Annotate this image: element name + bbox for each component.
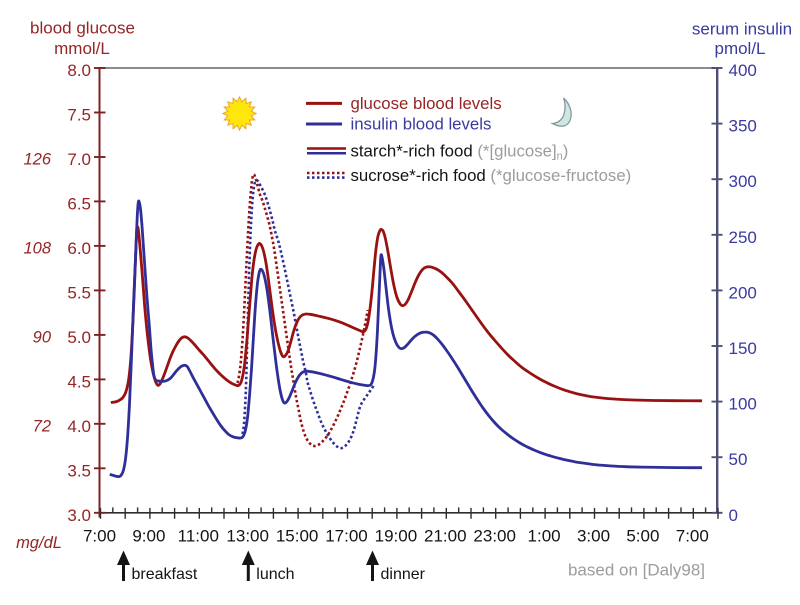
svg-text:serum insulin: serum insulin bbox=[692, 20, 792, 39]
svg-text:1:00: 1:00 bbox=[528, 527, 561, 546]
svg-text:sucrose*-rich food (*glucose-f: sucrose*-rich food (*glucose-fructose) bbox=[351, 166, 632, 185]
svg-text:breakfast: breakfast bbox=[132, 566, 198, 583]
svg-text:3:00: 3:00 bbox=[577, 527, 610, 546]
svg-text:dinner: dinner bbox=[381, 566, 426, 583]
svg-text:300: 300 bbox=[729, 172, 757, 191]
svg-text:5.5: 5.5 bbox=[67, 283, 91, 302]
svg-text:7:00: 7:00 bbox=[83, 527, 116, 546]
svg-text:21:00: 21:00 bbox=[424, 527, 467, 546]
svg-text:90: 90 bbox=[33, 328, 52, 346]
svg-text:5.0: 5.0 bbox=[67, 328, 91, 347]
svg-text:glucose blood levels: glucose blood levels bbox=[351, 94, 502, 113]
svg-text:108: 108 bbox=[23, 239, 51, 257]
svg-text:4.0: 4.0 bbox=[67, 417, 91, 436]
svg-text:100: 100 bbox=[729, 395, 757, 414]
svg-text:200: 200 bbox=[729, 283, 757, 302]
svg-text:3.5: 3.5 bbox=[67, 461, 91, 480]
svg-text:pmol/L: pmol/L bbox=[714, 39, 765, 58]
svg-text:3.0: 3.0 bbox=[67, 506, 91, 525]
svg-text:350: 350 bbox=[729, 117, 757, 136]
svg-text:17:00: 17:00 bbox=[325, 527, 368, 546]
svg-text:5:00: 5:00 bbox=[626, 527, 659, 546]
svg-text:8.0: 8.0 bbox=[67, 61, 91, 80]
svg-text:50: 50 bbox=[729, 450, 748, 469]
svg-text:6.0: 6.0 bbox=[67, 239, 91, 258]
svg-text:6.5: 6.5 bbox=[67, 194, 91, 213]
svg-text:19:00: 19:00 bbox=[375, 527, 418, 546]
svg-text:13:00: 13:00 bbox=[226, 527, 269, 546]
svg-text:150: 150 bbox=[729, 339, 757, 358]
svg-text:mmol/L: mmol/L bbox=[54, 39, 110, 58]
svg-text:23:00: 23:00 bbox=[473, 527, 516, 546]
svg-text:7.5: 7.5 bbox=[67, 106, 91, 125]
svg-text:7.0: 7.0 bbox=[67, 150, 91, 169]
svg-text:126: 126 bbox=[23, 151, 51, 169]
svg-text:15:00: 15:00 bbox=[276, 527, 319, 546]
svg-text:based on [Daly98]: based on [Daly98] bbox=[568, 561, 705, 580]
svg-text:72: 72 bbox=[33, 417, 51, 435]
svg-text:lunch: lunch bbox=[256, 566, 294, 583]
svg-text:4.5: 4.5 bbox=[67, 372, 91, 391]
svg-text:7:00: 7:00 bbox=[676, 527, 709, 546]
svg-text:0: 0 bbox=[729, 506, 738, 525]
svg-text:11:00: 11:00 bbox=[178, 527, 219, 546]
svg-text:starch*-rich food (*[glucose]n: starch*-rich food (*[glucose]n) bbox=[351, 142, 569, 163]
svg-text:insulin blood levels: insulin blood levels bbox=[351, 115, 492, 134]
svg-text:blood glucose: blood glucose bbox=[30, 19, 135, 38]
svg-text:mg/dL: mg/dL bbox=[16, 534, 62, 552]
svg-text:400: 400 bbox=[729, 61, 757, 80]
svg-text:9:00: 9:00 bbox=[132, 527, 165, 546]
svg-text:250: 250 bbox=[729, 228, 757, 247]
